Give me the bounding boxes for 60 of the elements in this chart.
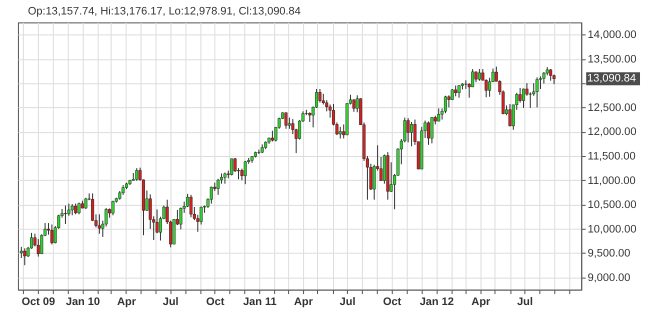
x-tick-label: Apr [471, 296, 492, 308]
candlestick [454, 85, 458, 97]
text: 13,090.84 [587, 72, 636, 85]
candlestick [270, 130, 274, 142]
candlestick [437, 108, 440, 122]
candlestick [135, 168, 138, 182]
candlestick [458, 84, 461, 98]
candlestick [20, 246, 23, 259]
candlestick [352, 98, 356, 112]
candlestick [74, 203, 78, 215]
y-tick-label: 10,500.00 [588, 199, 636, 212]
chart-title: Op:13,157.74, Hi:13,176.17, Lo:12,978.91, Cl:13,090.84 [28, 5, 301, 18]
x-tick-label: Jan 10 [66, 296, 100, 308]
candlestick [406, 118, 410, 143]
y-tick-label: 11,000.00 [588, 174, 636, 187]
candlestick [318, 88, 322, 104]
x-tick-label: Oct [206, 296, 225, 308]
x-tick-label: Jul [162, 296, 179, 308]
y-tick-label: 12,500.00 [588, 102, 636, 114]
candlestick [338, 126, 342, 140]
candlestick [508, 104, 512, 127]
x-tick-label: Jan 12 [420, 296, 454, 308]
candlestick [122, 184, 125, 196]
candlestick [78, 202, 81, 215]
candlestick [528, 92, 532, 108]
candlestick [478, 68, 481, 82]
candlestick [536, 76, 539, 108]
y-tick-label: 11,500.00 [588, 150, 636, 162]
x-tick-label: Apr [294, 296, 314, 308]
candlestick [111, 200, 114, 216]
candlestick [284, 112, 288, 130]
candlestick [84, 197, 88, 210]
y-tick-label: 9,000.00 [588, 272, 630, 284]
x-tick-label: Oct 09 [22, 296, 56, 308]
candlestick [230, 158, 234, 176]
candlestick [98, 214, 101, 234]
y-tick-label: 9,500.00 [588, 248, 630, 260]
x-tick-label: Oct [383, 296, 402, 308]
candlestick [549, 68, 552, 82]
candlestick [50, 224, 54, 245]
candlestick [223, 172, 226, 184]
x-tick-label: Jul [340, 296, 356, 308]
candlestick [23, 248, 26, 266]
candlestick [70, 204, 74, 216]
candlestick [518, 87, 522, 104]
candlestick [244, 160, 247, 185]
y-tick-label: 10,000.00 [588, 223, 636, 236]
candlestick [210, 186, 213, 204]
x-tick-label: Jan 11 [243, 296, 277, 308]
candlestick [64, 205, 67, 225]
candlestick [430, 116, 434, 144]
x-tick-label: Apr [117, 296, 137, 308]
candlestick [427, 121, 430, 146]
x-tick-label: Jul [517, 296, 533, 308]
candlestick [189, 194, 192, 218]
y-tick-label: 13,500.00 [588, 53, 636, 66]
y-tick-label: 12,000.00 [588, 126, 636, 138]
y-tick-label: 14,000.00 [588, 29, 636, 42]
candlestick [410, 121, 414, 147]
candlestick [291, 118, 294, 135]
